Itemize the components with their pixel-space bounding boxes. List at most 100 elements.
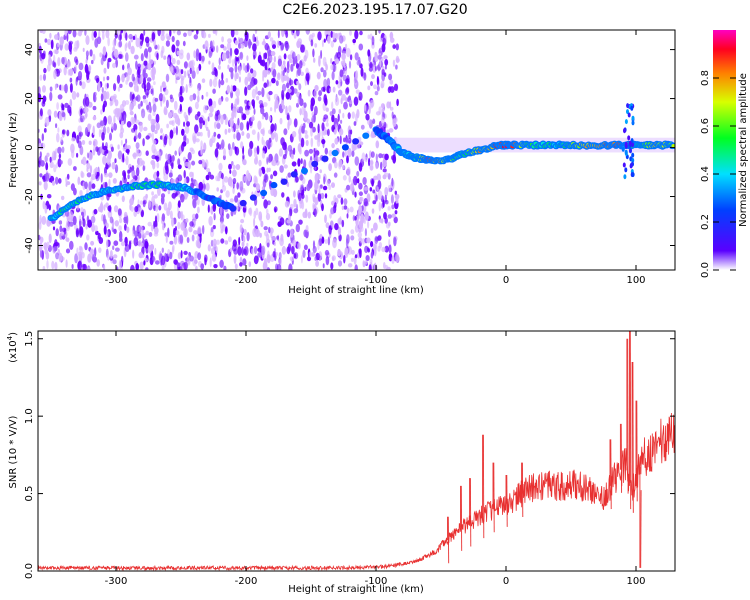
spectrogram-cell xyxy=(347,263,353,268)
ridge-point xyxy=(281,179,287,184)
spectrogram-cell xyxy=(375,140,380,149)
spectrogram-cell xyxy=(41,133,44,142)
spectrogram-cell xyxy=(299,174,304,181)
spectrogram-cell xyxy=(88,151,93,161)
spectrogram-cell xyxy=(385,222,391,229)
spectrogram-cell xyxy=(93,30,97,38)
spectrogram-cell xyxy=(374,65,377,72)
spectrogram-cell xyxy=(66,60,72,68)
spectrogram-cell xyxy=(331,114,335,123)
spectrogram-cell xyxy=(165,33,169,39)
spectrogram-cell xyxy=(82,263,87,270)
spectrogram-cell xyxy=(360,67,364,77)
spectrogram-cell xyxy=(161,247,164,253)
spectrogram-cell xyxy=(55,148,58,154)
spectrogram-cell xyxy=(138,251,144,259)
spectrogram-cell xyxy=(120,241,126,247)
spectrogram-cell xyxy=(76,40,80,49)
ridge-point xyxy=(261,191,266,195)
spectrogram-cell xyxy=(326,77,331,87)
spectrogram-cell xyxy=(39,74,43,81)
spectrogram-cell xyxy=(132,117,136,125)
spectrogram-cell xyxy=(242,113,247,121)
spectrogram-cell xyxy=(187,106,191,116)
spectrogram-cell xyxy=(367,85,371,91)
spectrogram-cell xyxy=(143,48,149,58)
spectrogram-cell xyxy=(45,162,49,171)
spectrogram-cell xyxy=(212,238,217,248)
spectrogram-cell xyxy=(244,86,248,96)
spectrogram-cell xyxy=(312,245,317,254)
spectrogram-cell xyxy=(125,52,129,62)
spectrogram-cell xyxy=(276,235,279,240)
spectrogram-cell xyxy=(380,83,384,89)
spectrogram-cell xyxy=(216,45,219,53)
spectrogram-cell xyxy=(109,216,114,224)
spectrogram-cell xyxy=(52,60,55,67)
spectrogram-cell xyxy=(354,216,357,221)
spectrogram-cell xyxy=(322,263,325,269)
spectrogram-cell xyxy=(175,177,179,185)
spectrogram-cell xyxy=(69,83,73,93)
spectrogram-cell xyxy=(238,43,242,49)
spectrogram-cell xyxy=(209,105,214,113)
spectrogram-cell xyxy=(39,250,43,258)
spectrogram-cell xyxy=(81,211,84,216)
spectrogram-cell xyxy=(180,69,184,75)
spectrogram-cell xyxy=(369,187,373,192)
spectrogram-cell xyxy=(58,252,63,263)
spectrogram-cell xyxy=(282,154,287,160)
spectrogram-cell xyxy=(183,261,188,270)
spectrogram-cell xyxy=(59,225,63,233)
spectrogram-cell xyxy=(210,227,214,233)
spectrogram-cell xyxy=(216,122,221,129)
spectrogram-cell xyxy=(340,197,344,205)
spectrogram-cell xyxy=(202,120,205,126)
spectrogram-cell xyxy=(98,247,102,254)
spectrogram-cell xyxy=(229,247,233,253)
spectrogram-cell xyxy=(193,50,196,59)
spectrogram-cell xyxy=(63,227,67,235)
spectrogram-cell xyxy=(280,42,284,51)
spectrogram-cell xyxy=(138,225,143,233)
spectrogram-cell xyxy=(277,58,282,67)
spectrogram-cell xyxy=(363,218,366,225)
spectrogram-cell xyxy=(351,150,355,157)
spectrogram-cell xyxy=(288,215,291,220)
spectrogram-cell xyxy=(321,203,324,212)
spectrogram-cell xyxy=(229,169,232,174)
spectrogram-cell xyxy=(373,84,377,90)
spectrogram-cell xyxy=(275,80,279,87)
spectrogram-cell xyxy=(323,69,327,78)
burst-cell xyxy=(626,103,630,109)
spectrogram-cell xyxy=(137,240,142,247)
spectrogram-cell xyxy=(64,210,70,217)
spectrogram-cell xyxy=(237,246,242,256)
spectrogram-cell xyxy=(352,38,357,44)
spectrogram-cell xyxy=(372,200,377,205)
spectrogram-cell xyxy=(45,251,50,260)
spectrogram-cell xyxy=(373,175,378,181)
spectrogram-cell xyxy=(103,264,106,270)
spectrogram-cell xyxy=(107,57,112,63)
spectrogram-cell xyxy=(57,57,61,67)
spectrogram-cell xyxy=(348,175,351,183)
spectrogram-cell xyxy=(242,206,247,213)
spectrogram-cell xyxy=(290,153,294,160)
spectrogram-cell xyxy=(250,68,254,74)
spectrogram-cell xyxy=(65,176,68,185)
spectrogram-cell xyxy=(197,111,201,117)
spectrogram-cell xyxy=(293,147,296,155)
spectrogram-cell xyxy=(343,101,348,110)
spectrogram-cell xyxy=(169,210,173,220)
burst-cell xyxy=(623,174,627,180)
spectrogram-cell xyxy=(155,122,160,131)
spectrogram-cell xyxy=(102,155,107,165)
spectrogram-cell xyxy=(236,182,239,190)
spectrogram-cell xyxy=(118,259,122,269)
spectrogram-cell xyxy=(218,97,222,106)
spectrogram-cell xyxy=(223,148,226,157)
spectrogram-cell xyxy=(196,66,200,75)
spectrogram-cell xyxy=(272,44,276,49)
spectrogram-cell xyxy=(195,265,198,270)
